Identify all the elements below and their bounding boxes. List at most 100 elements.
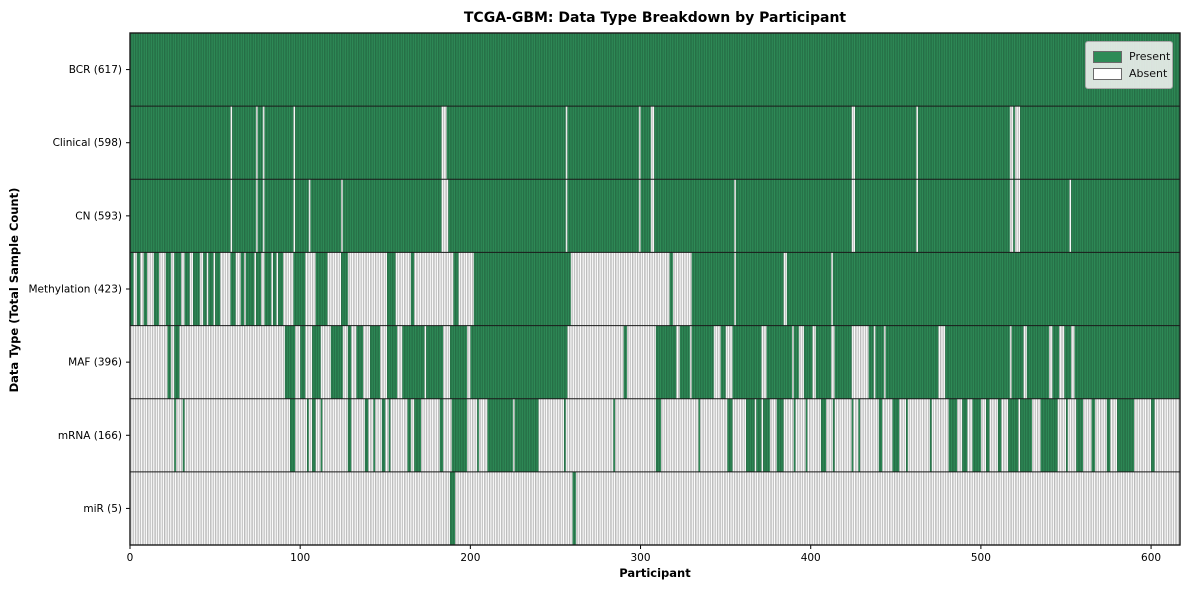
present-run-Methylation (153, 252, 159, 326)
present-run-mRNA (727, 398, 733, 472)
present-run-mRNA (312, 398, 316, 472)
present-run-Methylation (786, 252, 832, 326)
legend-label-absent: Absent (1129, 67, 1168, 80)
present-run-CN (735, 179, 852, 253)
present-run-MAF (732, 325, 762, 399)
present-run-Methylation (272, 252, 277, 326)
present-run-CN (342, 179, 442, 253)
present-run-Clinical (654, 106, 852, 180)
present-run-mRNA (414, 398, 422, 472)
present-run-CN (295, 179, 309, 253)
present-run-Methylation (174, 252, 182, 326)
present-run-CN (448, 179, 566, 253)
present-run-mRNA (763, 398, 770, 472)
present-run-MAF (1074, 325, 1180, 399)
present-run-Methylation (203, 252, 207, 326)
present-run-mRNA (487, 398, 513, 472)
present-run-Methylation (264, 252, 272, 326)
present-run-Methylation (315, 252, 328, 326)
present-run-MAF (720, 325, 726, 399)
present-run-mRNA (407, 398, 411, 472)
present-run-mRNA (289, 398, 296, 472)
present-run-mRNA (962, 398, 968, 472)
present-run-MAF (1052, 325, 1060, 399)
x-tick-label: 500 (971, 552, 991, 564)
present-run-mRNA (1106, 398, 1111, 472)
present-run-CN (1071, 179, 1180, 253)
present-run-mRNA (1040, 398, 1058, 472)
present-run-mRNA (388, 398, 391, 472)
present-run-CN (310, 179, 342, 253)
present-run-MAF (815, 325, 832, 399)
x-tick-label: 300 (631, 552, 651, 564)
present-run-MAF (284, 325, 296, 399)
present-run-Clinical (257, 106, 263, 180)
present-run-MAF (803, 325, 813, 399)
present-run-mRNA (477, 398, 479, 472)
x-tick-label: 0 (127, 552, 134, 564)
present-run-CN (264, 179, 294, 253)
present-run-mRNA (373, 398, 376, 472)
present-run-MAF (386, 325, 398, 399)
present-run-CN (1013, 179, 1015, 253)
present-run-Methylation (669, 252, 673, 326)
present-run-MAF (300, 325, 306, 399)
present-run-MAF (1026, 325, 1049, 399)
present-run-Methylation (240, 252, 245, 326)
present-run-MAF (347, 325, 352, 399)
present-run-CN (567, 179, 639, 253)
present-run-CN (917, 179, 1010, 253)
present-run-Methylation (255, 252, 262, 326)
present-run-mRNA (1065, 398, 1068, 472)
present-run-MAF (655, 325, 677, 399)
present-run-Methylation (832, 252, 1180, 326)
present-run-mRNA (1117, 398, 1135, 472)
absent-swatch-icon (1093, 67, 1122, 80)
y-tick-label-miR: miR (5) (83, 503, 122, 515)
present-run-mRNA (892, 398, 900, 472)
present-run-Methylation (453, 252, 459, 326)
present-run-mRNA (320, 398, 323, 472)
present-run-Methylation (386, 252, 396, 326)
chart-title: TCGA-GBM: Data Type Breakdown by Partici… (463, 10, 847, 26)
x-tick-label: 100 (290, 552, 310, 564)
present-run-MAF (945, 325, 1010, 399)
y-tick-label-mRNA: mRNA (166) (58, 430, 122, 442)
present-run-mRNA (1008, 398, 1019, 472)
present-run-mRNA (985, 398, 990, 472)
present-run-mRNA (851, 398, 854, 472)
present-run-Methylation (130, 252, 134, 326)
present-run-CN (854, 179, 917, 253)
present-run-MAF (875, 325, 884, 399)
present-run-CN (654, 179, 735, 253)
present-run-MAF (691, 325, 714, 399)
legend-item-present: Present (1093, 48, 1170, 65)
present-run-Clinical (295, 106, 442, 180)
present-run-MAF (1011, 325, 1024, 399)
x-axis-label: Participant (619, 566, 691, 580)
present-run-CN (640, 179, 651, 253)
present-run-MAF (1064, 325, 1072, 399)
present-run-Clinical (232, 106, 256, 180)
present-run-mRNA (174, 398, 176, 472)
row-absent-cells-miR (130, 471, 1180, 545)
present-run-Methylation (230, 252, 236, 326)
present-run-Methylation (341, 252, 348, 326)
present-run-Clinical (130, 106, 231, 180)
present-run-mRNA (858, 398, 861, 472)
present-run-mRNA (1091, 398, 1095, 472)
y-tick-label-BCR: BCR (617) (69, 64, 122, 76)
present-run-mRNA (1151, 398, 1155, 472)
present-run-MAF (679, 325, 690, 399)
present-run-Methylation (691, 252, 735, 326)
y-tick-label-Methylation: Methylation (423) (28, 284, 122, 296)
present-run-mRNA (906, 398, 908, 472)
present-run-Methylation (208, 252, 214, 326)
present-run-MAF (174, 325, 180, 399)
present-run-Methylation (165, 252, 171, 326)
present-run-Clinical (567, 106, 639, 180)
present-run-CN (1020, 179, 1070, 253)
present-run-mRNA (613, 398, 616, 472)
y-tick-label-MAF: MAF (396) (68, 357, 122, 369)
